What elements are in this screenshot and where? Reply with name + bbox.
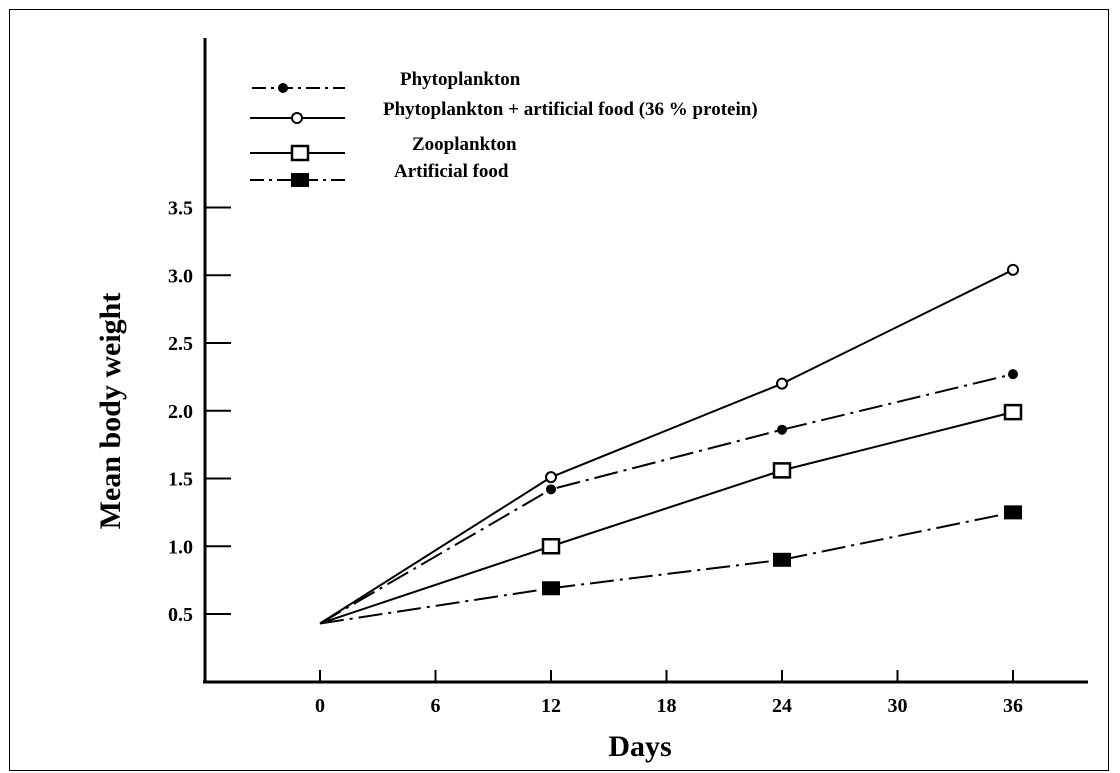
x-tick-label: 12 [541, 695, 561, 717]
chart-frame [9, 9, 1109, 771]
x-tick-label: 30 [888, 695, 908, 717]
series-3 [319, 505, 1022, 625]
series-layer [319, 263, 1023, 625]
y-axis-title: Mean body weight [94, 293, 127, 530]
y-tick-label: 3.5 [168, 198, 193, 220]
series-line [319, 268, 1014, 625]
data-point [777, 424, 787, 435]
data-point [546, 484, 556, 495]
legend-label: Artificial food [394, 161, 509, 182]
x-tick-label: 6 [431, 695, 441, 717]
y-tick-label: 3.0 [168, 265, 193, 287]
x-tick-label: 0 [315, 695, 325, 717]
y-tick-label: 2.0 [168, 401, 193, 423]
legend-label: Phytoplankton [400, 69, 521, 90]
data-point [541, 538, 561, 555]
data-point [1007, 263, 1019, 276]
legend-entry: Phytoplankton + artificial food (36 % pr… [250, 99, 758, 124]
legend-label: Phytoplankton + artificial food (36 % pr… [383, 99, 758, 120]
x-axis-title: Days [608, 730, 671, 763]
x-tick-label: 18 [657, 695, 677, 717]
x-tick-label: 36 [1003, 695, 1023, 717]
legend-label: Zooplankton [412, 134, 517, 155]
data-point [1004, 505, 1022, 520]
series-line [319, 373, 1014, 625]
data-point [772, 462, 792, 479]
legend-entry: Artificial food [250, 161, 509, 187]
data-point [542, 581, 560, 596]
legend-marker [291, 173, 309, 187]
x-tick-label: 24 [772, 695, 792, 717]
axes [203, 38, 1088, 684]
data-point [1008, 369, 1018, 380]
legend-entry: Zooplankton [250, 134, 517, 162]
legend: Phytoplankton Phytoplankton + artificial … [250, 69, 758, 187]
y-tick-label: 1.5 [168, 469, 193, 491]
data-point [545, 471, 557, 484]
data-point [773, 552, 791, 567]
y-tick-label: 2.5 [168, 333, 193, 355]
series-2 [319, 403, 1023, 625]
series-1 [319, 263, 1019, 625]
legend-marker [278, 83, 288, 93]
series-0 [319, 369, 1018, 625]
y-tick-label: 0.5 [168, 604, 193, 626]
y-tick-label: 1.0 [168, 536, 193, 558]
legend-entry: Phytoplankton [252, 69, 521, 93]
legend-marker [291, 112, 303, 124]
series-line [319, 411, 1014, 625]
series-line [319, 511, 1014, 625]
data-point [776, 377, 788, 390]
data-point [1003, 403, 1023, 421]
legend-marker [290, 144, 310, 162]
tick-group: 0.5 1.0 1.5 2.0 2.5 3.0 3.5 0 6 12 18 24 30 36 [168, 198, 1023, 718]
